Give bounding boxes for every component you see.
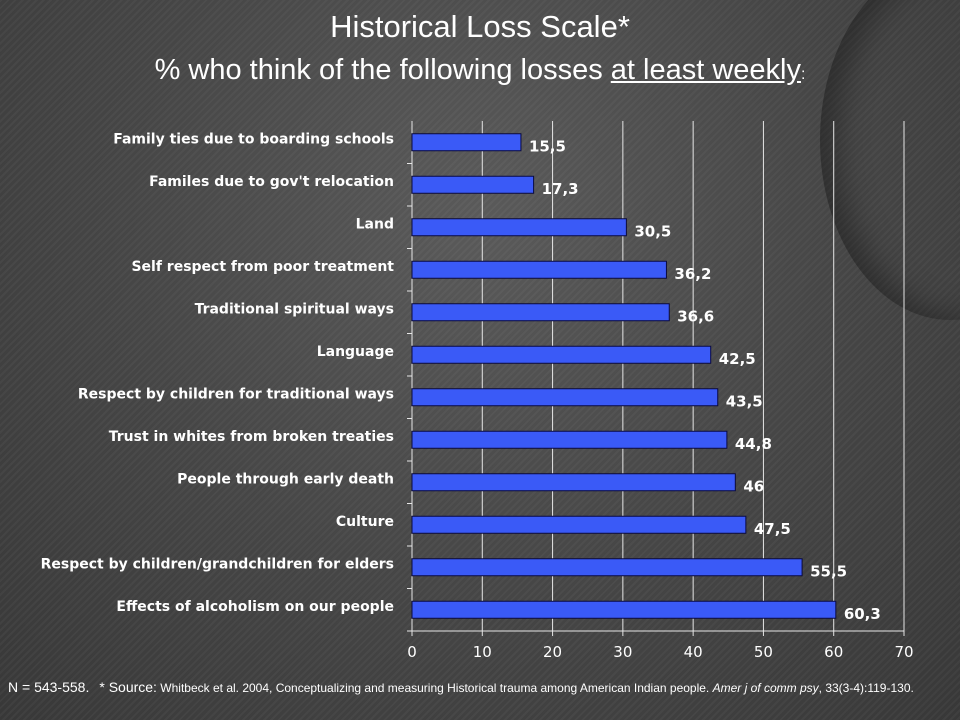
- value-label: 36,6: [677, 307, 714, 325]
- category-label: Respect by children/grandchildren for el…: [41, 556, 394, 572]
- bar: [411, 388, 719, 407]
- subtitle-suffix: :: [800, 66, 806, 83]
- x-tick-label: 60: [824, 643, 843, 661]
- bar: [411, 430, 728, 449]
- x-tick-label: 0: [407, 643, 417, 661]
- x-tick-label: 20: [543, 643, 562, 661]
- value-label: 44,8: [735, 435, 772, 453]
- bar: [411, 133, 522, 152]
- category-label: Traditional spiritual ways: [195, 301, 394, 317]
- bar: [411, 345, 712, 364]
- value-label: 15,5: [529, 137, 566, 155]
- bar: [411, 473, 736, 492]
- bar: [411, 303, 670, 322]
- slide-title: Historical Loss Scale*: [330, 9, 630, 44]
- slide-subtitle: % who think of the following losses at l…: [0, 50, 960, 95]
- category-label: Respect by children for traditional ways: [78, 386, 394, 402]
- category-label: People through early death: [177, 471, 394, 487]
- category-label: Language: [317, 344, 394, 360]
- bar: [411, 600, 837, 619]
- footnote-citation-tail: , 33(3-4):119-130.: [818, 681, 914, 695]
- subtitle-prefix: % who think of the following losses: [154, 54, 611, 86]
- x-tick-label: 50: [754, 643, 773, 661]
- bar: [411, 515, 747, 534]
- category-label: Family ties due to boarding schools: [113, 131, 394, 147]
- value-label: 60,3: [844, 605, 881, 623]
- footnote-n: N = 543-558.: [8, 679, 90, 695]
- value-label: 43,5: [726, 392, 763, 410]
- value-label: 30,5: [634, 222, 671, 240]
- bar: [411, 175, 535, 194]
- value-label: 36,2: [674, 265, 711, 283]
- value-label: 17,3: [542, 180, 579, 198]
- x-tick-label: 10: [473, 643, 492, 661]
- category-label: Familes due to gov't relocation: [149, 174, 394, 190]
- category-label: Culture: [336, 514, 394, 530]
- title-block: Historical Loss Scale* % who think of th…: [0, 8, 960, 95]
- x-tick-label: 40: [684, 643, 703, 661]
- bar: [411, 260, 667, 279]
- category-label: Self respect from poor treatment: [131, 259, 394, 275]
- value-label: 55,5: [810, 562, 847, 580]
- bar: [411, 218, 627, 237]
- category-label: Land: [356, 216, 394, 232]
- footnote: N = 543-558. * Source: Whitbeck et al. 2…: [8, 678, 956, 697]
- x-tick-label: 70: [894, 643, 913, 661]
- x-tick-label: 30: [613, 643, 632, 661]
- footnote-journal: Amer j of comm psy: [712, 681, 819, 695]
- footnote-source-label: * Source:: [99, 679, 157, 695]
- category-label: Effects of alcoholism on our people: [116, 599, 394, 615]
- subtitle-underlined: at least weekly: [610, 54, 801, 86]
- footnote-source-text: Whitbeck et al. 2004, Conceptualizing an…: [160, 681, 710, 695]
- bar: [411, 558, 803, 577]
- category-label: Trust in whites from broken treaties: [109, 429, 394, 445]
- value-label: 47,5: [754, 520, 791, 538]
- value-label: 42,5: [719, 350, 756, 368]
- value-label: 46: [743, 477, 764, 495]
